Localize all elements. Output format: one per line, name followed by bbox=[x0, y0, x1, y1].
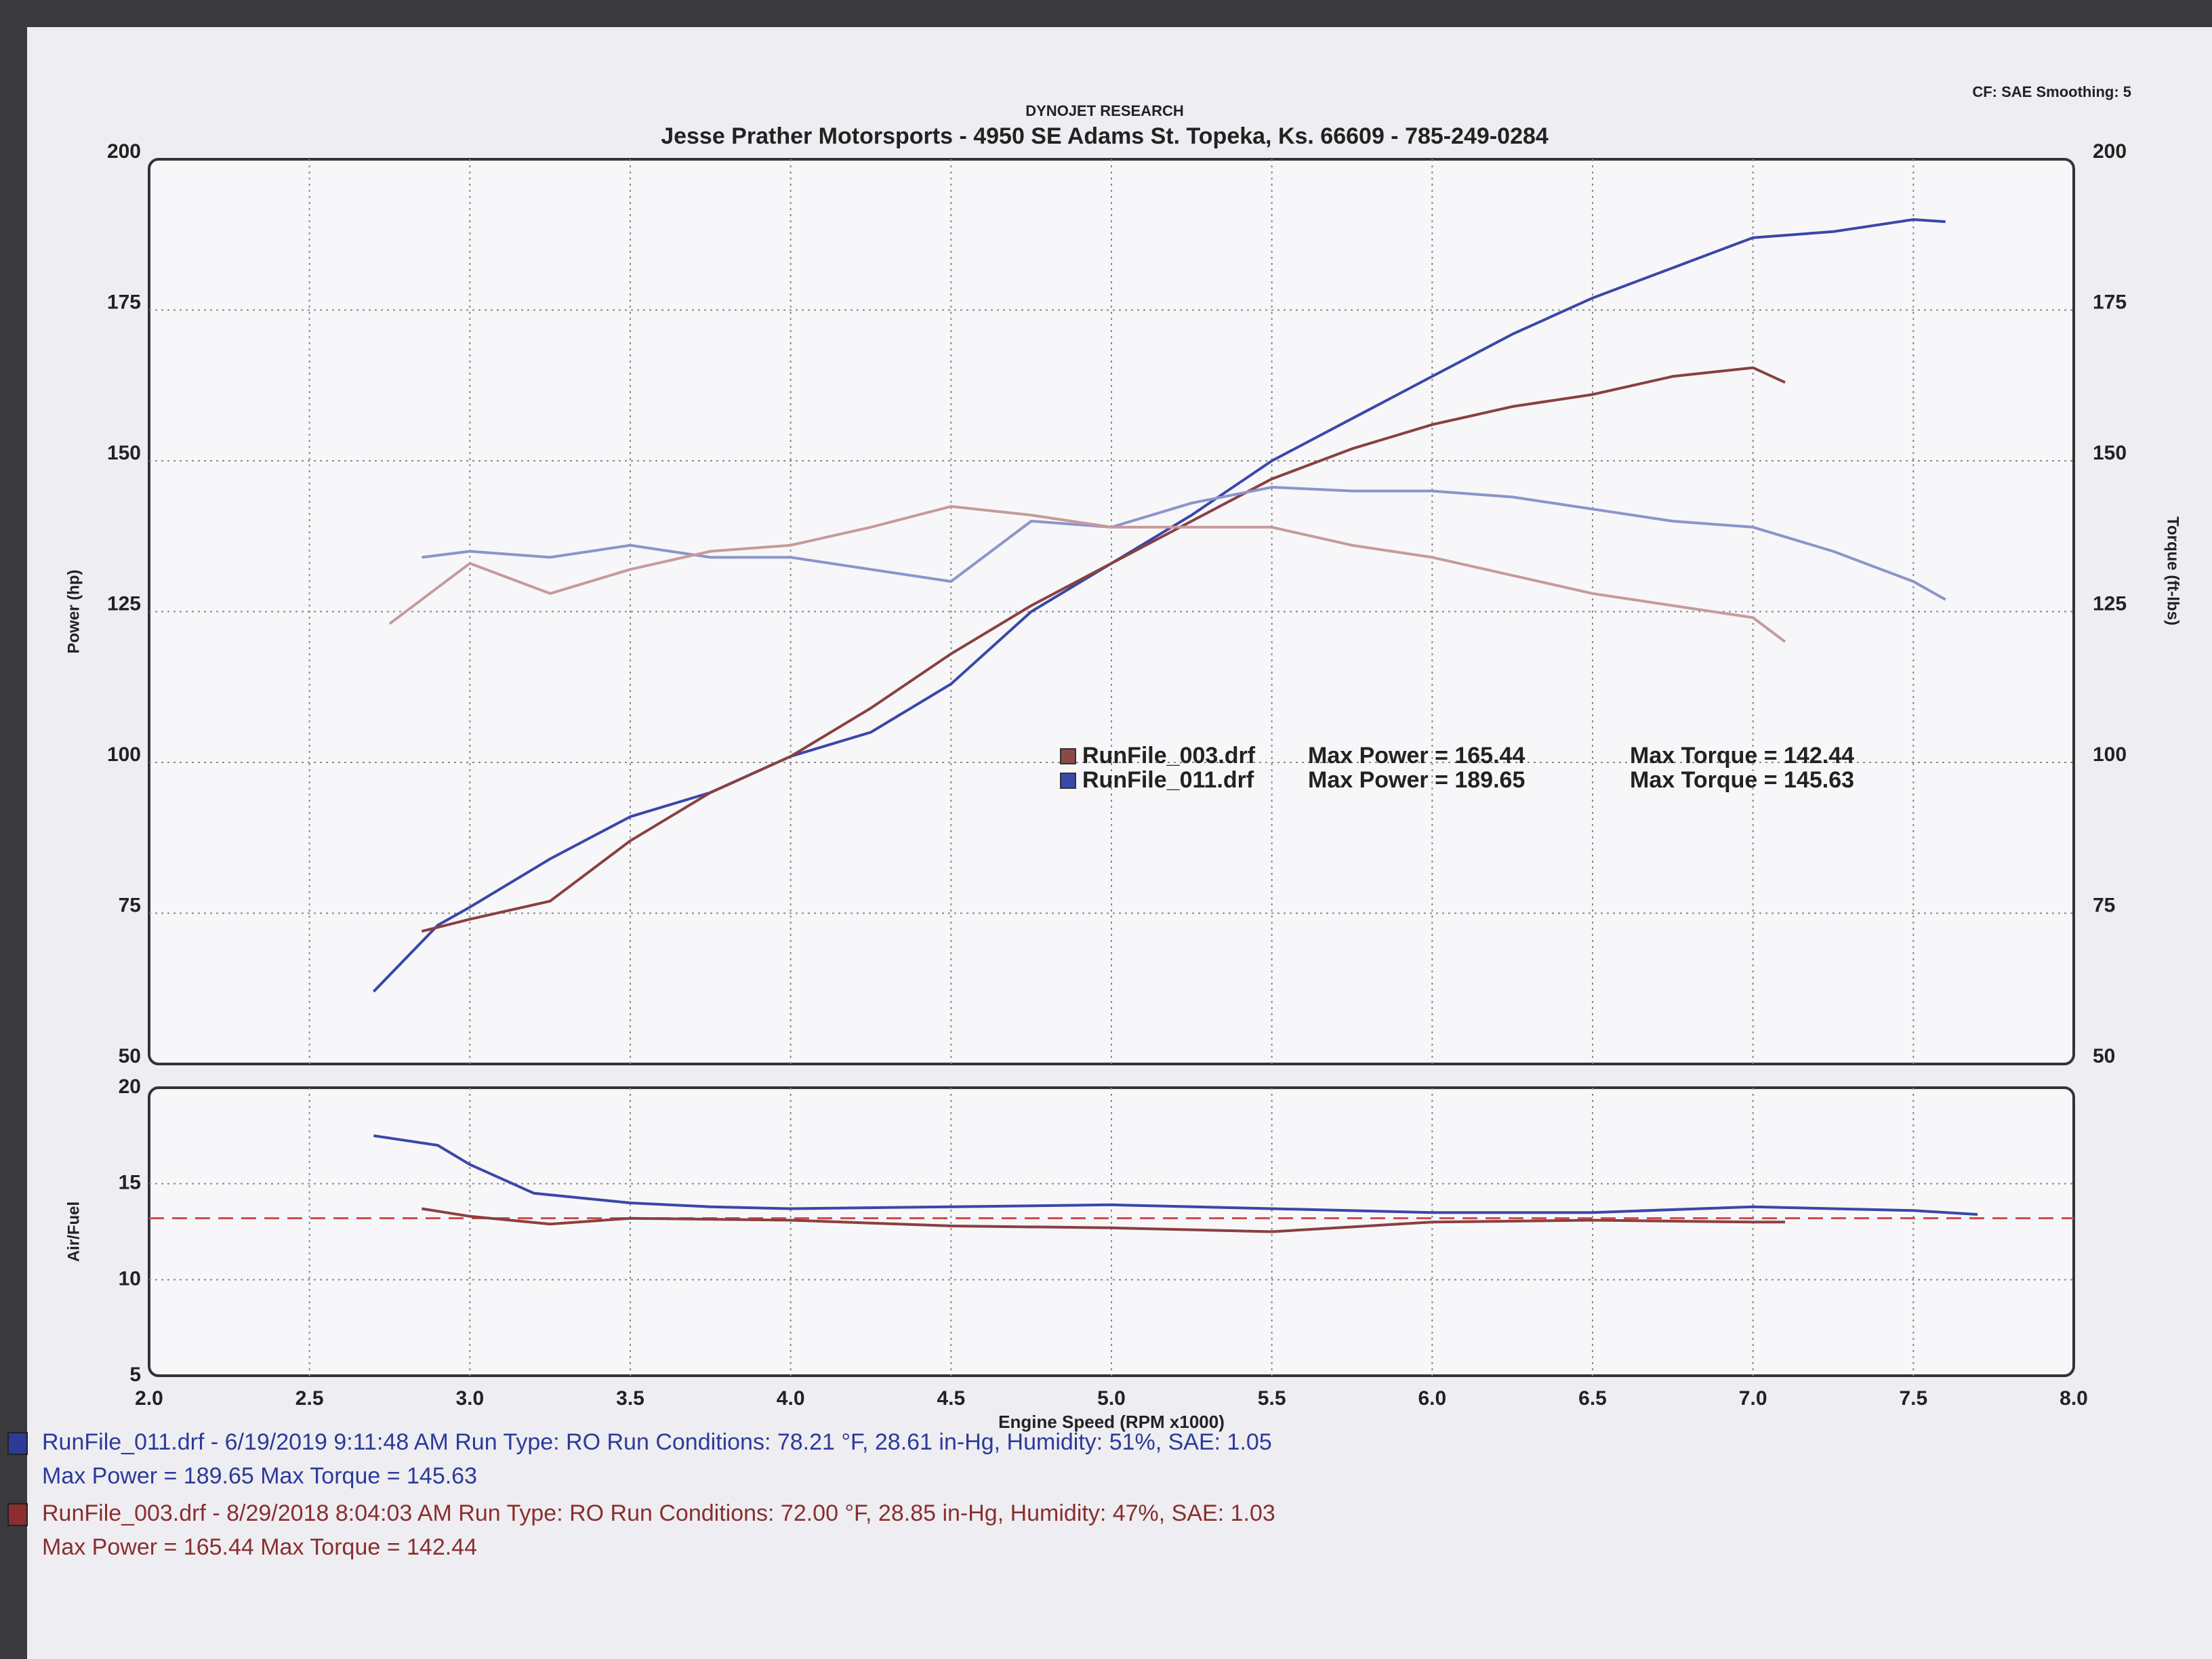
legend-file: RunFile_011.drf bbox=[1082, 767, 1254, 793]
run-info: RunFile_011.drf - 6/19/2019 9:11:48 AM R… bbox=[42, 1429, 1272, 1455]
run-swatch bbox=[7, 1503, 28, 1526]
y-axis-title: Air/Fuel bbox=[64, 1202, 83, 1262]
legend-file: RunFile_003.drf bbox=[1082, 743, 1256, 769]
legend-power: Max Power = 189.65 bbox=[1308, 767, 1525, 793]
y-tick-label: 5 bbox=[129, 1364, 141, 1386]
legend-torque: Max Torque = 145.63 bbox=[1630, 767, 1854, 793]
y-tick-label: 50 bbox=[119, 1045, 141, 1067]
y2-tick-label: 150 bbox=[2093, 442, 2127, 464]
x-tick-label: 3.5 bbox=[616, 1387, 644, 1410]
y-tick-label: 10 bbox=[119, 1267, 141, 1290]
y-tick-label: 15 bbox=[119, 1172, 141, 1194]
y-tick-label: 175 bbox=[107, 291, 141, 313]
legend-torque: Max Torque = 142.44 bbox=[1630, 743, 1854, 769]
run-max: Max Power = 165.44 Max Torque = 142.44 bbox=[42, 1534, 477, 1560]
y-tick-label: 100 bbox=[107, 743, 141, 766]
x-tick-label: 7.5 bbox=[1899, 1387, 1927, 1410]
series-line bbox=[372, 218, 1946, 993]
series-line bbox=[388, 505, 1786, 643]
run-swatch bbox=[7, 1432, 28, 1455]
settings: CF: SAE Smoothing: 5 bbox=[1972, 83, 2131, 100]
x-tick-label: 6.0 bbox=[1418, 1387, 1446, 1410]
y2-axis-title: Torque (ft-lbs) bbox=[2164, 516, 2182, 626]
x-tick-label: 2.0 bbox=[135, 1387, 163, 1410]
x-tick-label: 5.5 bbox=[1258, 1387, 1286, 1410]
y-tick-label: 125 bbox=[107, 592, 141, 615]
address: Jesse Prather Motorsports - 4950 SE Adam… bbox=[661, 123, 1549, 149]
legend-swatch bbox=[1060, 773, 1076, 789]
x-tick-label: 2.5 bbox=[295, 1387, 324, 1410]
series-line bbox=[421, 1207, 1785, 1233]
x-tick-label: 6.5 bbox=[1578, 1387, 1607, 1410]
y-tick-label: 20 bbox=[119, 1076, 141, 1098]
y-axis-title: Power (hp) bbox=[64, 570, 83, 654]
series-line bbox=[421, 366, 1786, 933]
run-max: Max Power = 189.65 Max Torque = 145.63 bbox=[42, 1463, 477, 1489]
y-tick-label: 75 bbox=[119, 894, 141, 916]
legend-power: Max Power = 165.44 bbox=[1308, 743, 1525, 769]
x-tick-label: 4.0 bbox=[777, 1387, 805, 1410]
series-line bbox=[422, 485, 1946, 601]
run-info: RunFile_003.drf - 8/29/2018 8:04:03 AM R… bbox=[42, 1500, 1275, 1526]
brand: DYNOJET RESEARCH bbox=[1025, 102, 1183, 119]
y2-tick-label: 100 bbox=[2093, 743, 2127, 766]
x-tick-label: 8.0 bbox=[2060, 1387, 2088, 1410]
y2-tick-label: 50 bbox=[2093, 1045, 2115, 1067]
series-line bbox=[373, 1134, 1978, 1216]
x-tick-label: 5.0 bbox=[1097, 1387, 1126, 1410]
y2-tick-label: 175 bbox=[2093, 291, 2127, 313]
legend-swatch bbox=[1060, 748, 1076, 764]
y-tick-label: 150 bbox=[107, 442, 141, 464]
x-axis-title: Engine Speed (RPM x1000) bbox=[998, 1412, 1225, 1432]
y2-tick-label: 200 bbox=[2093, 140, 2127, 163]
x-tick-label: 4.5 bbox=[937, 1387, 965, 1410]
y2-tick-label: 125 bbox=[2093, 592, 2127, 615]
x-tick-label: 3.0 bbox=[455, 1387, 484, 1410]
y-tick-label: 200 bbox=[107, 140, 141, 163]
y2-tick-label: 75 bbox=[2093, 894, 2115, 916]
x-tick-label: 7.0 bbox=[1739, 1387, 1767, 1410]
